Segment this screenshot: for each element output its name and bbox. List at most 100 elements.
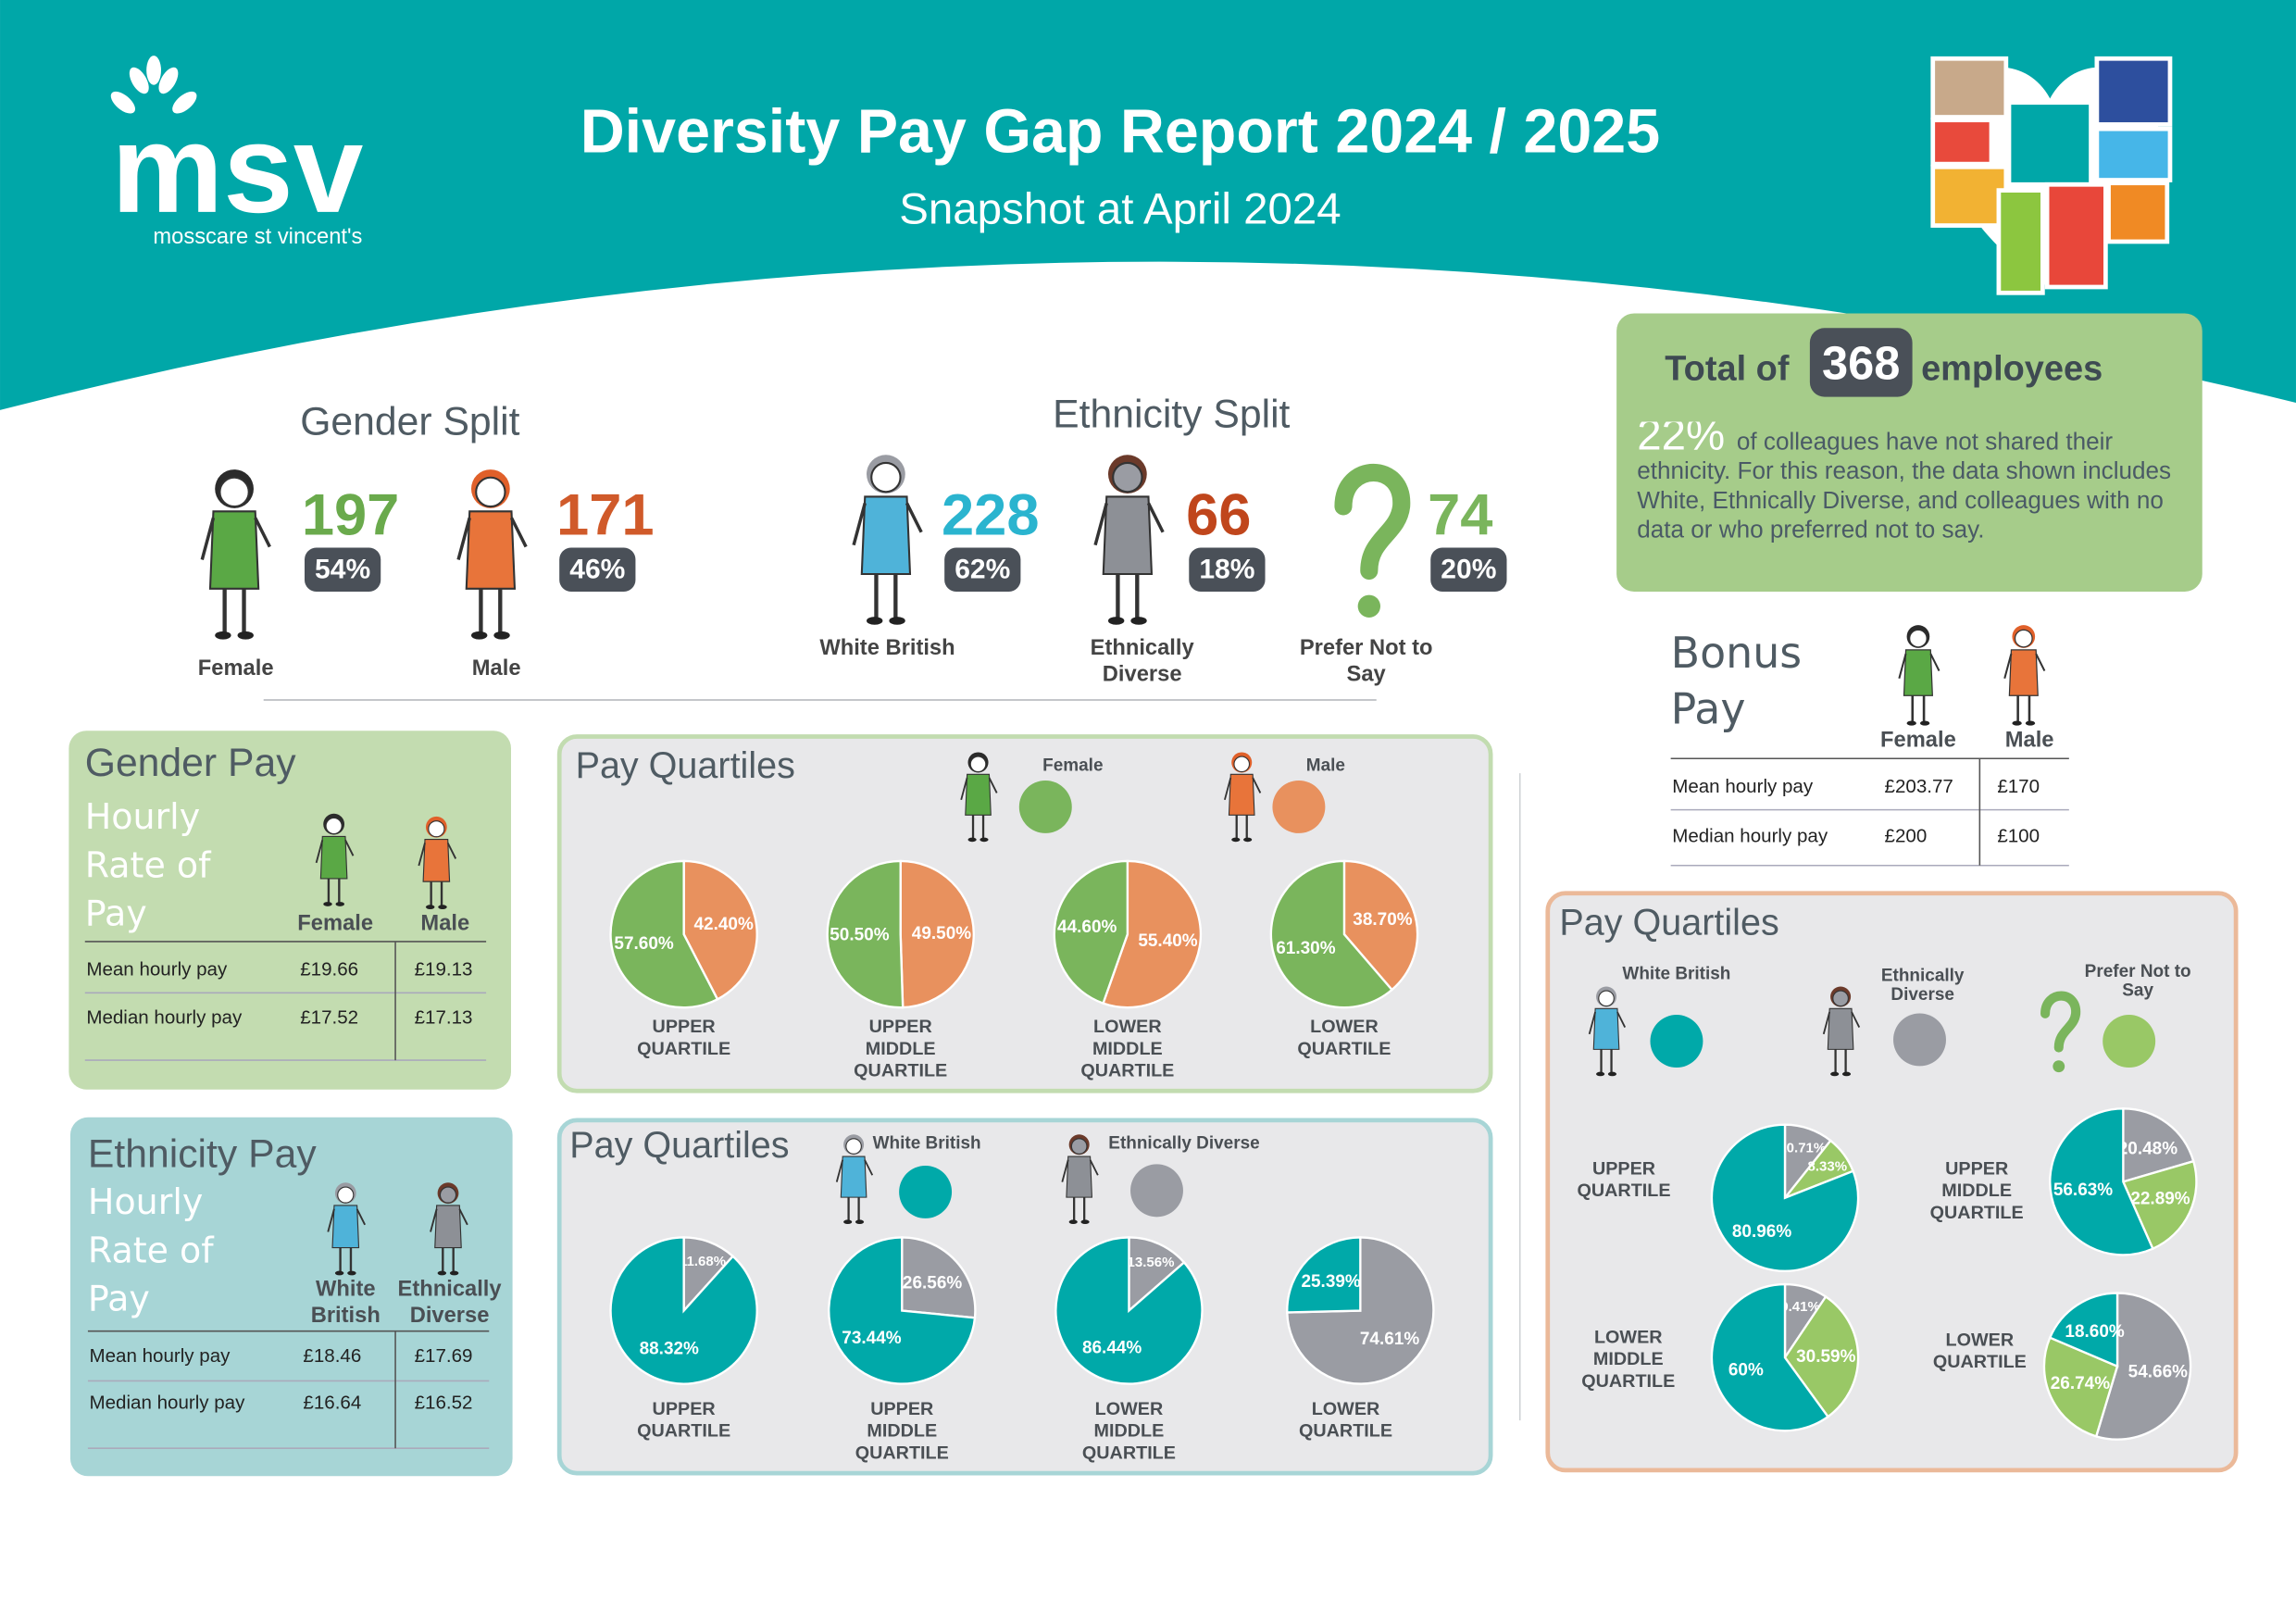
panel-subtitle-box: Hourly Rate of Pay — [88, 1181, 214, 1319]
body — [1066, 1156, 1092, 1198]
column-header: Ethnically Diverse — [397, 1277, 502, 1329]
gender-quartiles-panel — [556, 734, 1493, 1093]
person-icon — [418, 816, 457, 910]
person-icon — [852, 455, 923, 625]
legend-label: Ethnically Diverse — [1108, 1134, 1259, 1154]
logo-leaf — [129, 67, 149, 94]
slice-label: 26.74% — [2051, 1374, 2110, 1393]
person-icon — [1822, 986, 1861, 1077]
arms — [315, 839, 355, 864]
logo-leaf — [172, 91, 197, 114]
shoe — [1068, 1219, 1078, 1225]
shoe — [425, 905, 435, 910]
shoe — [335, 902, 345, 906]
head — [1112, 461, 1143, 493]
table-value: £18.46 — [303, 1345, 361, 1367]
table-value: £17.13 — [415, 1007, 473, 1029]
split-count: 74 — [1428, 483, 1492, 548]
split-label: White British — [819, 635, 955, 661]
shoe — [980, 837, 989, 843]
heart-piece — [2094, 126, 2173, 182]
percent-badge — [944, 547, 1021, 592]
legend-swatch — [1018, 780, 1072, 833]
slice-label: 26.56% — [903, 1273, 962, 1293]
head — [2014, 629, 2033, 648]
section-title: Ethnicity Split — [1053, 393, 1290, 437]
shoe — [215, 631, 231, 640]
split-percent: 18% — [1199, 555, 1254, 585]
percent-badge — [1189, 547, 1266, 592]
slice-label: 42.40% — [693, 915, 753, 934]
head — [969, 756, 987, 773]
arms — [327, 1208, 367, 1232]
shoe — [437, 1270, 447, 1276]
pie-slice — [2121, 1159, 2198, 1251]
legend-swatch — [2103, 1015, 2156, 1068]
legend-label: Ethnically Diverse — [1880, 966, 1965, 1005]
person-icon — [456, 469, 528, 640]
pie-slice — [2042, 1336, 2119, 1438]
slice-label: 57.60% — [614, 934, 673, 954]
panel-title: Bonus Pay — [1670, 628, 1803, 734]
total-panel — [1616, 313, 2202, 592]
ethnicity-quartiles-panel — [556, 1118, 1493, 1476]
slice-label: 54.66% — [2128, 1363, 2188, 1382]
pie-title: LOWER MIDDLE QUARTILE — [1081, 1398, 1176, 1464]
split-label-box: Female — [198, 656, 274, 681]
share-note: of colleagues have not shared their ethn… — [1637, 429, 2172, 543]
total-note-block: 22% of colleagues have not shared their e… — [1637, 422, 2199, 545]
body — [465, 510, 517, 590]
column-header: Female — [297, 910, 374, 936]
panel-title: Pay Quartiles — [1559, 902, 1778, 943]
split-label: Prefer Not to Say — [1299, 635, 1433, 687]
head — [1832, 990, 1849, 1007]
table-value: £17.52 — [300, 1007, 358, 1029]
total-prefix: Total of — [1665, 350, 1790, 389]
total-suffix: employees — [1921, 350, 2103, 389]
slice-label: 61.30% — [1276, 939, 1335, 958]
slice-label: 22.89% — [2130, 1190, 2190, 1209]
pie-slice — [2094, 1292, 2192, 1441]
shoe — [1243, 837, 1253, 843]
heart-piece — [1930, 56, 2009, 119]
pie-title: LOWER QUARTILE — [1297, 1016, 1391, 1059]
row-label: Median hourly pay — [1672, 826, 1828, 847]
slice-label: 13.56% — [1127, 1255, 1174, 1270]
person-icon — [1093, 455, 1165, 625]
arms — [1061, 1159, 1099, 1182]
slice-label: 86.44% — [1082, 1338, 1142, 1357]
total-count: 368 — [1822, 337, 1900, 390]
shoe — [323, 902, 332, 906]
pie-title: UPPER MIDDLE QUARTILE — [854, 1016, 948, 1081]
body — [422, 839, 451, 882]
slice-label: 44.60% — [1057, 918, 1117, 937]
split-label-box: Prefer Not to Say — [1299, 635, 1433, 687]
arms — [1822, 1011, 1861, 1035]
heart-piece — [1930, 118, 1994, 167]
pie-title: UPPER QUARTILE — [637, 1398, 731, 1442]
shoe — [347, 1270, 356, 1276]
slice-label: 55.40% — [1138, 931, 1197, 951]
pie-slice — [682, 859, 758, 1001]
pie-slice — [609, 859, 719, 1009]
body — [319, 835, 348, 880]
split-count: 197 — [302, 483, 400, 548]
column-header: Male — [420, 910, 470, 936]
body — [965, 773, 992, 816]
person-icon — [200, 469, 271, 640]
legend-label: White British — [1622, 964, 1730, 983]
head — [1070, 1138, 1088, 1155]
pie-slice — [1286, 1236, 1362, 1314]
head — [337, 1186, 355, 1204]
person-icon — [1898, 625, 1940, 726]
pie-title-box: LOWER MIDDLE QUARTILE — [1080, 1017, 1174, 1081]
pie-slice — [826, 859, 905, 1009]
shoe — [237, 631, 254, 640]
person-icon — [960, 752, 998, 843]
split-percent: 46% — [569, 555, 625, 585]
head — [1598, 990, 1615, 1007]
body — [434, 1205, 462, 1249]
pie-slice — [828, 1236, 977, 1385]
split-count: 228 — [942, 483, 1040, 548]
body — [860, 495, 912, 576]
